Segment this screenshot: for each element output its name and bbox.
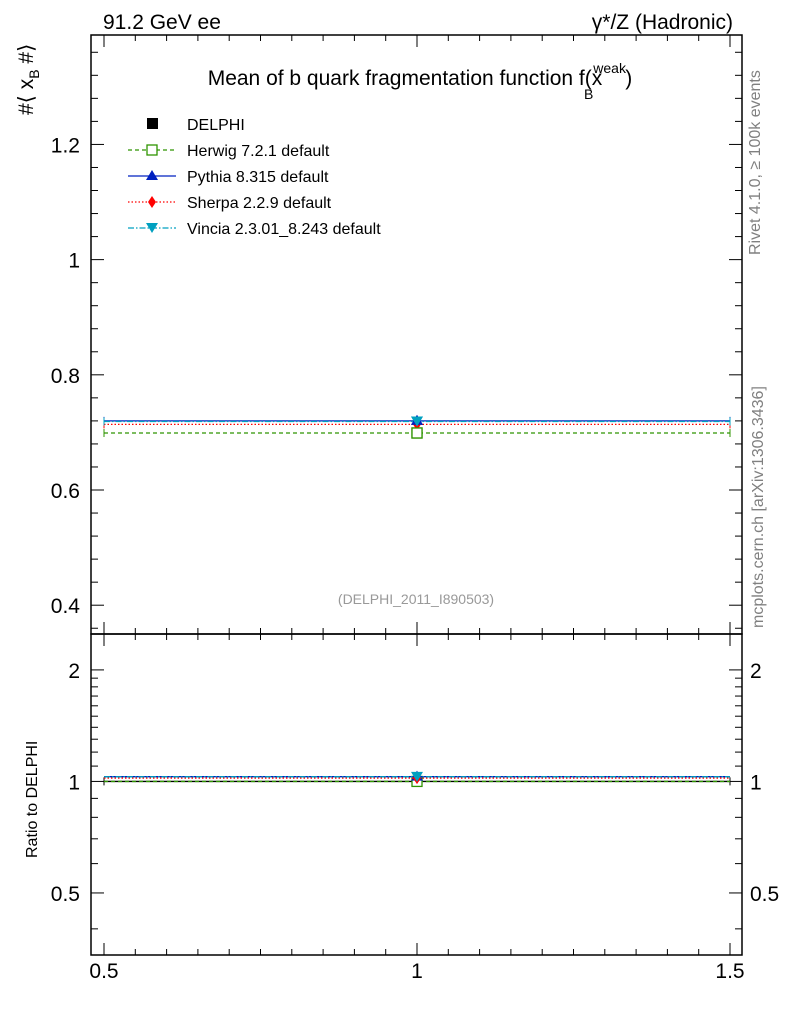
ratio-series-marker	[411, 771, 423, 782]
rivet-label: Rivet 4.1.0, ≥ 100k events	[747, 70, 764, 255]
ratio-series-layer	[103, 770, 731, 788]
chart-title-close: )	[625, 67, 632, 90]
main-y-label-pre: #⟨ x	[15, 78, 38, 115]
main-y-tick-label: 1	[68, 250, 80, 273]
legend-label-herwig: Herwig 7.2.1 default	[187, 143, 330, 160]
legend-label-delphi: DELPHI	[187, 117, 245, 134]
main-y-label-post: #⟩	[15, 44, 38, 70]
ratio-y-tick-label-left: 1	[68, 771, 80, 794]
legend-item-vincia: Vincia 2.3.01_8.243 default	[128, 221, 381, 238]
main-y-tick-label: 0.8	[51, 365, 80, 388]
ratio-y-tick-label-left: 2	[68, 660, 80, 683]
x-tick-label: 0.5	[89, 960, 118, 983]
main-y-tick-label: 0.4	[51, 595, 81, 618]
ratio-y-tick-label-right: 1	[750, 771, 762, 794]
ratio-y-tick-labels: 0.5 0.5 1 1 2 2	[51, 660, 779, 906]
main-y-tick-labels: 0.4 0.6 0.8 1 1.2	[51, 134, 81, 618]
chart-title-x: x	[592, 67, 603, 90]
x-tick-label: 1.5	[715, 960, 744, 983]
ratio-y-tick-label-right: 0.5	[750, 883, 779, 906]
legend-marker-delphi	[147, 118, 158, 129]
x-tick-labels: 0.5 1 1.5	[89, 960, 744, 983]
ratio-x-ticks	[103, 634, 731, 955]
legend: DELPHI Herwig 7.2.1 default Pythia 8.315…	[128, 117, 381, 238]
main-y-tick-label: 0.6	[51, 480, 80, 503]
legend-label-vincia: Vincia 2.3.01_8.243 default	[187, 221, 381, 238]
main-y-ticks	[91, 51, 742, 629]
ratio-panel-frame	[90, 633, 743, 956]
chart-title-sub: B	[584, 86, 593, 102]
chart-title-main: Mean of b quark fragmentation function f…	[208, 67, 592, 90]
ratio-y-label: Ratio to DELPHI	[24, 741, 41, 858]
legend-item-herwig: Herwig 7.2.1 default	[128, 143, 330, 160]
ratio-y-ticks	[91, 669, 742, 930]
main-series-marker	[411, 427, 423, 439]
ratio-y-tick-label-right: 2	[750, 660, 762, 683]
legend-marker-sherpa	[148, 196, 156, 208]
legend-item-pythia: Pythia 8.315 default	[128, 169, 329, 186]
main-series-marker	[411, 416, 423, 427]
x-tick-label: 1	[411, 960, 423, 983]
ratio-y-tick-label-left: 0.5	[51, 883, 80, 906]
legend-marker-pythia	[146, 170, 158, 180]
main-y-label-sub: B	[26, 69, 42, 78]
header-left: 91.2 GeV ee	[103, 11, 221, 34]
legend-item-delphi: DELPHI	[147, 117, 245, 134]
mcplots-label: mcplots.cern.ch [arXiv:1306.3436]	[750, 386, 767, 628]
main-y-tick-label: 1.2	[51, 134, 80, 157]
legend-label-pythia: Pythia 8.315 default	[187, 169, 329, 186]
main-y-label: #⟨ xB #⟩	[15, 44, 42, 115]
analysis-annotation: (DELPHI_2011_I890503)	[338, 591, 494, 607]
chart-title-sup: weak	[592, 60, 627, 76]
legend-marker-vincia	[146, 223, 158, 233]
legend-label-sherpa: Sherpa 2.2.9 default	[187, 195, 332, 212]
legend-item-sherpa: Sherpa 2.2.9 default	[128, 195, 332, 212]
main-series-layer	[103, 414, 731, 439]
main-x-ticks	[103, 35, 731, 634]
chart-title: Mean of b quark fragmentation function f…	[208, 60, 633, 102]
header-right: γ*/Z (Hadronic)	[592, 11, 733, 34]
legend-marker-herwig	[146, 144, 158, 156]
